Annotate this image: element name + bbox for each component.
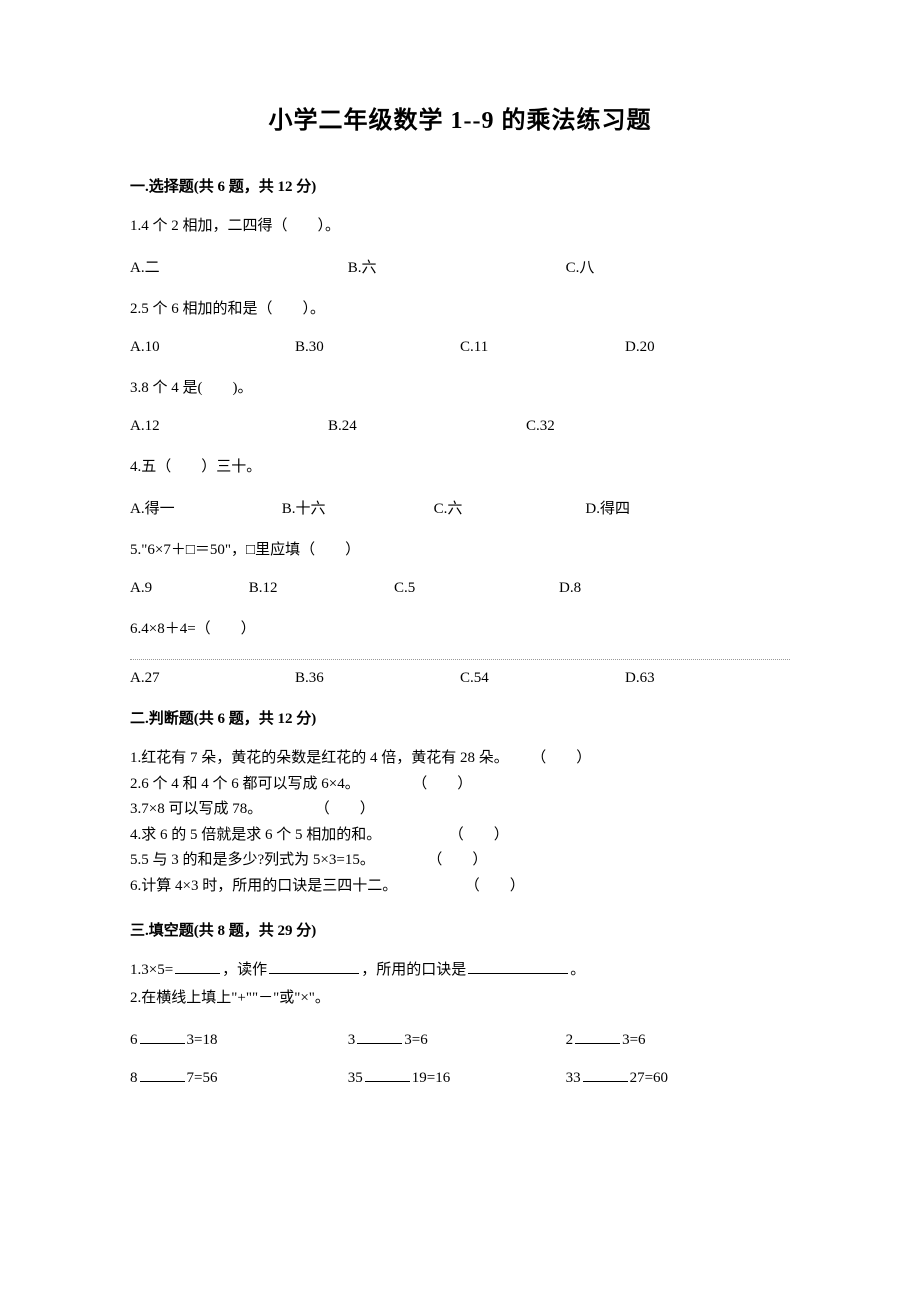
q2-opt-a: A.10 xyxy=(130,339,295,356)
q1-options: A.二 B.六 C.八 xyxy=(130,256,790,277)
section-3-header: 三.填空题(共 8 题，共 29 分) xyxy=(130,919,790,940)
q5-opt-b: B.12 xyxy=(249,580,394,597)
tf-2-paren: （ ） xyxy=(360,772,473,798)
fill-r1-c1-a: 6 xyxy=(130,1032,138,1048)
q1-opt-a: A.二 xyxy=(130,256,348,277)
q2-text: 2.5 个 6 相加的和是（ ）。 xyxy=(130,297,790,321)
q5-text: 5."6×7＋□＝50"，□里应填（ ） xyxy=(130,538,790,562)
fill-r2-c2-a: 35 xyxy=(348,1070,363,1086)
q4-options: A.得一 B.十六 C.六 D.得四 xyxy=(130,497,790,518)
tf-6: 6.计算 4×3 时，所用的口诀是三四十二。 （ ） xyxy=(130,874,790,900)
q3-opt-c: C.32 xyxy=(526,418,724,435)
q2-opt-b: B.30 xyxy=(295,339,460,356)
fill-row-1: 6 3=18 3 3=6 2 3=6 xyxy=(130,1029,790,1049)
q6-opt-c: C.54 xyxy=(460,670,625,687)
q3-opt-a: A.12 xyxy=(130,418,328,435)
tf-3-paren: （ ） xyxy=(262,797,375,823)
q3-text: 3.8 个 4 是( )。 xyxy=(130,376,790,400)
fill-r2-c3-b: 27=60 xyxy=(630,1070,668,1086)
q6-opt-b: B.36 xyxy=(295,670,460,687)
page-title: 小学二年级数学 1--9 的乘法练习题 xyxy=(130,100,790,135)
tf-4-text: 4.求 6 的 5 倍就是求 6 个 5 相加的和。 xyxy=(130,823,381,849)
q5-opt-c: C.5 xyxy=(394,580,559,597)
fill-r1-c3-a: 2 xyxy=(566,1032,574,1048)
fill-r2-c3-a: 33 xyxy=(566,1070,581,1086)
tf-5-text: 5.5 与 3 的和是多少?列式为 5×3=15。 xyxy=(130,848,375,874)
fill-q1-mid1: ，读作 xyxy=(222,962,267,978)
tf-2-text: 2.6 个 4 和 4 个 6 都可以写成 6×4。 xyxy=(130,772,360,798)
q6-opt-a: A.27 xyxy=(130,670,295,687)
tf-3-text: 3.7×8 可以写成 78。 xyxy=(130,797,262,823)
fill-r2-c3: 33 27=60 xyxy=(566,1067,784,1087)
tf-5: 5.5 与 3 的和是多少?列式为 5×3=15。 （ ） xyxy=(130,848,790,874)
q6-text: 6.4×8＋4=（ ） xyxy=(130,617,790,641)
q3-opt-b: B.24 xyxy=(328,418,526,435)
tf-1-text: 1.红花有 7 朵，黄花的朵数是红花的 4 倍，黄花有 28 朵。 xyxy=(130,746,509,772)
fill-r2-c2-blank xyxy=(365,1067,410,1082)
q5-opt-d: D.8 xyxy=(559,580,691,597)
tf-1-paren: （ ） xyxy=(509,746,592,772)
fill-q1-blank2 xyxy=(269,959,359,974)
q2-opt-c: C.11 xyxy=(460,339,625,356)
tf-4: 4.求 6 的 5 倍就是求 6 个 5 相加的和。 （ ） xyxy=(130,823,790,849)
q1-text: 1.4 个 2 相加，二四得（ ）。 xyxy=(130,214,790,238)
fill-r1-c2: 3 3=6 xyxy=(348,1029,566,1049)
tf-3: 3.7×8 可以写成 78。 （ ） xyxy=(130,797,790,823)
q4-opt-c: C.六 xyxy=(434,497,586,518)
fill-q1-mid2: ，所用的口诀是 xyxy=(361,962,466,978)
q2-options: A.10 B.30 C.11 D.20 xyxy=(130,339,790,356)
fill-q1-suffix: 。 xyxy=(570,962,585,978)
fill-r1-c2-a: 3 xyxy=(348,1032,356,1048)
fill-q1-blank3 xyxy=(468,959,568,974)
fill-r1-c1-blank xyxy=(140,1029,185,1044)
q3-options: A.12 B.24 C.32 xyxy=(130,418,790,435)
tf-6-paren: （ ） xyxy=(397,874,525,900)
fill-r2-c1-a: 8 xyxy=(130,1070,138,1086)
q4-opt-b: B.十六 xyxy=(282,497,434,518)
fill-r2-c1-b: 7=56 xyxy=(187,1070,218,1086)
fill-q1: 1.3×5= ，读作 ，所用的口诀是 。 xyxy=(130,958,790,984)
fill-r1-c3-blank xyxy=(575,1029,620,1044)
fill-r2-c3-blank xyxy=(583,1067,628,1082)
fill-r1-c2-b: 3=6 xyxy=(404,1032,427,1048)
fill-r2-c1: 8 7=56 xyxy=(130,1067,348,1087)
q1-opt-c: C.八 xyxy=(566,256,784,277)
fill-r1-c2-blank xyxy=(357,1029,402,1044)
q1-opt-b: B.六 xyxy=(348,256,566,277)
tf-1: 1.红花有 7 朵，黄花的朵数是红花的 4 倍，黄花有 28 朵。 （ ） xyxy=(130,746,790,772)
q5-options: A.9 B.12 C.5 D.8 xyxy=(130,580,790,597)
fill-r2-c1-blank xyxy=(140,1067,185,1082)
fill-r1-c3: 2 3=6 xyxy=(566,1029,784,1049)
fill-r1-c3-b: 3=6 xyxy=(622,1032,645,1048)
tf-5-paren: （ ） xyxy=(375,848,488,874)
section-2-header: 二.判断题(共 6 题，共 12 分) xyxy=(130,707,790,728)
q6-opt-d: D.63 xyxy=(625,670,790,687)
q6-options: A.27 B.36 C.54 D.63 xyxy=(130,670,790,687)
fill-r2-c2-b: 19=16 xyxy=(412,1070,450,1086)
q4-opt-a: A.得一 xyxy=(130,497,282,518)
tf-4-paren: （ ） xyxy=(381,823,509,849)
section-1-header: 一.选择题(共 6 题，共 12 分) xyxy=(130,175,790,196)
q4-opt-d: D.得四 xyxy=(585,497,737,518)
q4-text: 4.五（ ）三十。 xyxy=(130,455,790,479)
fill-row-2: 8 7=56 35 19=16 33 27=60 xyxy=(130,1067,790,1087)
fill-q1-prefix: 1.3×5= xyxy=(130,962,173,978)
fill-q1-blank1 xyxy=(175,959,220,974)
fill-r1-c1: 6 3=18 xyxy=(130,1029,348,1049)
tf-6-text: 6.计算 4×3 时，所用的口诀是三四十二。 xyxy=(130,874,397,900)
tf-questions: 1.红花有 7 朵，黄花的朵数是红花的 4 倍，黄花有 28 朵。 （ ） 2.… xyxy=(130,746,790,899)
tf-2: 2.6 个 4 和 4 个 6 都可以写成 6×4。 （ ） xyxy=(130,772,790,798)
q2-opt-d: D.20 xyxy=(625,339,790,356)
fill-r1-c1-b: 3=18 xyxy=(187,1032,218,1048)
q5-opt-a: A.9 xyxy=(130,580,249,597)
fill-q2: 2.在横线上填上"+""－"或"×"。 xyxy=(130,986,790,1012)
fill-r2-c2: 35 19=16 xyxy=(348,1067,566,1087)
dotted-divider xyxy=(130,659,790,660)
